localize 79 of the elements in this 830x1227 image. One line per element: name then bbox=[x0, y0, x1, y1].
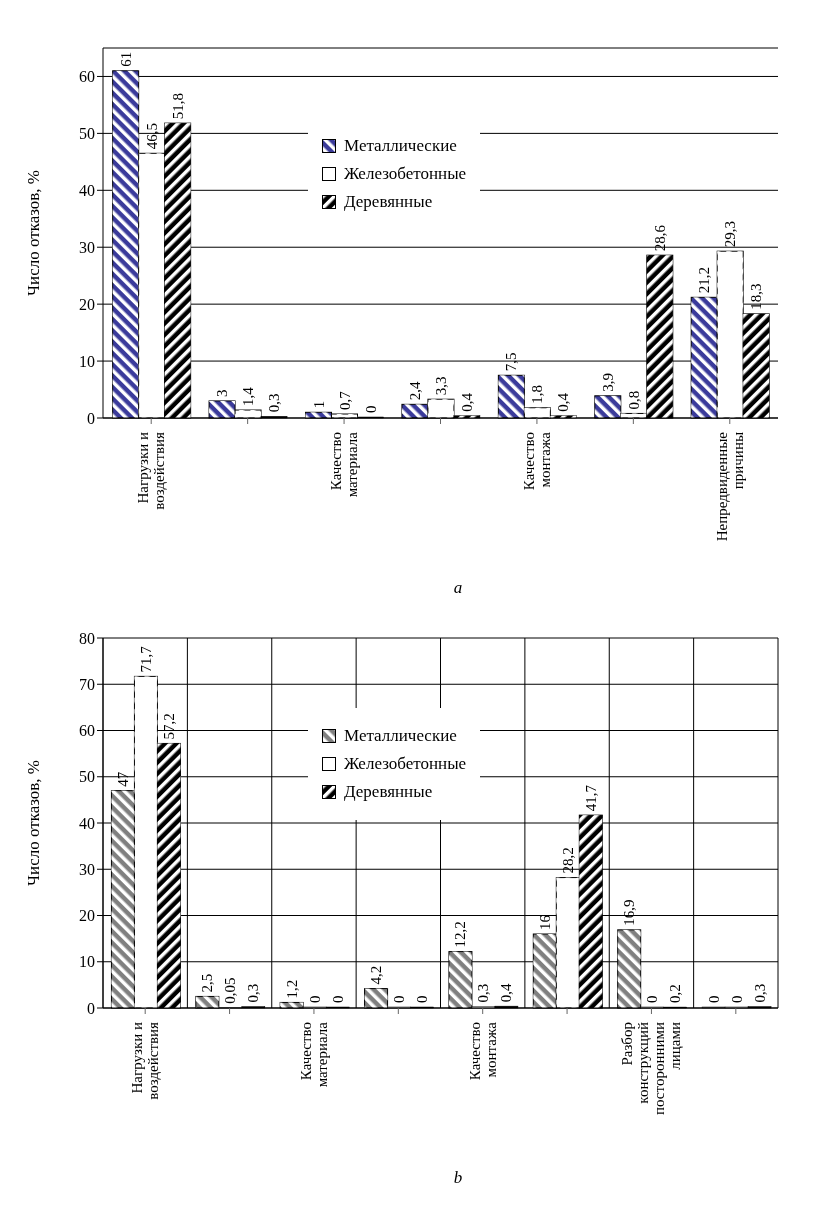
x-tick-label: Нагрузки и воздействия bbox=[129, 1021, 162, 1100]
x-tick-label: Качество материала bbox=[328, 431, 361, 498]
x-tick-label: Разбор конструкций посторонними лицами bbox=[619, 1022, 684, 1116]
data-label: 29,3 bbox=[722, 220, 739, 248]
data-label: 0 bbox=[391, 995, 408, 1003]
data-label: 28,2 bbox=[559, 847, 576, 874]
data-label: 1,4 bbox=[240, 386, 257, 407]
legend-label: Деревянные bbox=[344, 782, 433, 802]
data-label: 0 bbox=[362, 405, 379, 413]
y-tick-label: 60 bbox=[79, 722, 95, 740]
data-label: 3,3 bbox=[432, 376, 449, 396]
data-label: 4,2 bbox=[368, 965, 385, 985]
y-tick-label: 70 bbox=[79, 675, 95, 693]
data-label: 0,3 bbox=[751, 983, 768, 1003]
y-axis-title: Число отказов, % bbox=[24, 170, 44, 296]
data-label: 57,2 bbox=[160, 713, 177, 740]
data-label: 18,3 bbox=[748, 283, 765, 310]
data-label: 16 bbox=[536, 914, 553, 930]
y-tick-label: 30 bbox=[79, 238, 95, 256]
data-label: 0,4 bbox=[458, 392, 475, 412]
data-label: 0,3 bbox=[475, 983, 492, 1003]
data-label: 21,2 bbox=[696, 267, 713, 294]
data-label: 0,7 bbox=[336, 390, 353, 411]
data-label: 1,2 bbox=[283, 979, 300, 999]
data-label: 0,3 bbox=[266, 393, 283, 413]
data-label: 41,7 bbox=[582, 784, 599, 812]
y-tick-label: 50 bbox=[79, 125, 95, 143]
y-tick-label: 20 bbox=[79, 907, 95, 925]
y-tick-label: 50 bbox=[79, 768, 95, 786]
y-tick-label: 0 bbox=[87, 999, 95, 1017]
data-label: 71,7 bbox=[137, 645, 154, 673]
data-label: 0 bbox=[414, 995, 431, 1003]
data-label: 28,6 bbox=[651, 224, 668, 252]
data-label: 51,8 bbox=[169, 92, 186, 120]
data-label: 0 bbox=[644, 995, 661, 1003]
data-label: 47 bbox=[114, 771, 131, 787]
y-tick-label: 20 bbox=[79, 295, 95, 313]
data-label: 3,9 bbox=[599, 373, 616, 392]
y-tick-label: 60 bbox=[79, 68, 95, 86]
data-label: 0,8 bbox=[625, 390, 642, 410]
data-label: 0 bbox=[728, 995, 745, 1003]
legend-label: Металлические bbox=[344, 726, 457, 746]
y-tick-label: 40 bbox=[79, 181, 95, 199]
x-tick-label: Качество монтажа bbox=[466, 1021, 499, 1081]
y-tick-label: 30 bbox=[79, 860, 95, 878]
text: b bbox=[452, 1168, 464, 1188]
x-tick-label: Нагрузки и воздействия bbox=[135, 431, 168, 510]
legend-label: Железобетонные bbox=[344, 164, 467, 184]
data-label: 2,4 bbox=[406, 381, 423, 401]
x-tick-label: Непредвиденные причины bbox=[713, 431, 746, 542]
data-label: 0,2 bbox=[667, 984, 684, 1004]
data-label: 16,9 bbox=[621, 899, 638, 926]
text: a bbox=[452, 578, 464, 598]
data-label: 0 bbox=[705, 995, 722, 1003]
data-label: 46,5 bbox=[143, 123, 160, 150]
data-label: 0 bbox=[306, 995, 323, 1003]
y-tick-label: 10 bbox=[79, 953, 95, 971]
y-tick-label: 0 bbox=[87, 409, 95, 427]
data-label: 0,4 bbox=[498, 982, 515, 1003]
y-tick-label: 80 bbox=[79, 629, 95, 647]
y-axis-title: Число отказов, % bbox=[24, 760, 44, 886]
y-tick-label: 10 bbox=[79, 352, 95, 370]
data-label: 61 bbox=[117, 51, 134, 67]
data-label: 2,5 bbox=[199, 973, 216, 993]
legend-label: Металлические bbox=[344, 136, 457, 156]
data-label: 12,2 bbox=[452, 921, 469, 948]
data-label: 0 bbox=[329, 995, 346, 1003]
data-label: 1 bbox=[310, 400, 327, 409]
x-tick-label: Качество монтажа bbox=[520, 431, 553, 491]
x-tick-label: Качество материала bbox=[297, 1021, 330, 1088]
data-label: 7,5 bbox=[503, 352, 520, 372]
data-label: 3 bbox=[214, 389, 231, 397]
data-label: 1,8 bbox=[529, 385, 546, 404]
legend-label: Железобетонные bbox=[344, 754, 467, 774]
data-label: 0,05 bbox=[222, 977, 239, 1004]
data-label: 0,3 bbox=[245, 983, 262, 1003]
legend-label: Деревянные bbox=[344, 192, 433, 212]
data-label: 0,4 bbox=[555, 392, 572, 412]
y-tick-label: 40 bbox=[79, 814, 95, 832]
